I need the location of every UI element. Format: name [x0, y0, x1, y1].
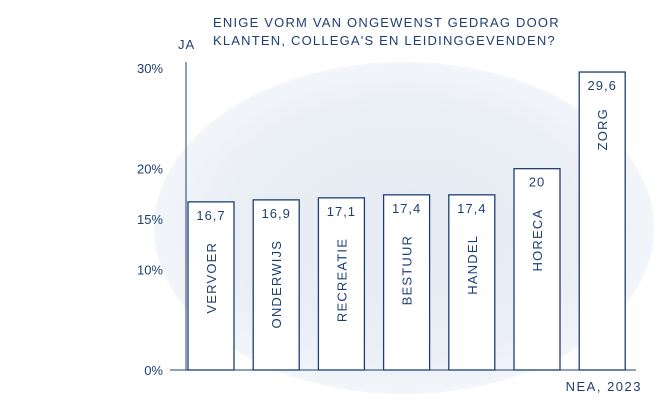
- bar: [578, 71, 626, 371]
- bar-value-label: 17,1: [327, 204, 356, 219]
- bar-value-label: 16,7: [196, 208, 225, 223]
- category-label: HANDEL: [465, 235, 480, 295]
- bar-group: 16,9 ONDERWIJS: [252, 199, 300, 371]
- category-label: RECREATIE: [334, 238, 349, 322]
- bar-group: 16,7 VERVOER: [187, 201, 235, 371]
- y-tick-label: 10%: [137, 262, 163, 277]
- bar: [513, 168, 561, 371]
- category-label: ONDERWIJS: [269, 240, 284, 329]
- chart-title-line-2: KLANTEN, COLLEGA'S EN LEIDINGGEVENDEN?: [213, 33, 556, 48]
- bar-value-label: 16,9: [262, 206, 291, 221]
- bar-value-label: 20: [529, 175, 545, 190]
- bar: [317, 197, 366, 371]
- bar-value-label: 17,4: [392, 201, 421, 216]
- bar: [382, 194, 431, 371]
- y-axis-label: JA: [178, 37, 196, 52]
- bar-value-label: 29,6: [588, 78, 617, 93]
- bar-group: 29,6 ZORG: [578, 71, 626, 371]
- y-tick-label: 0%: [144, 363, 163, 378]
- chart-title-line-1: ENIGE VORM VAN ONGEWENST GEDRAG DOOR: [213, 15, 560, 30]
- category-label: HORECA: [530, 209, 545, 272]
- category-label: ZORG: [595, 108, 610, 150]
- source-note: NEA, 2023: [565, 379, 642, 394]
- category-label: BESTUUR: [400, 235, 415, 306]
- bar: [252, 199, 300, 371]
- y-tick-label: 20%: [137, 162, 163, 177]
- bar-group: 20 HORECA: [513, 168, 561, 371]
- bar-group: 17,4 BESTUUR: [382, 194, 431, 371]
- category-label: VERVOER: [204, 242, 219, 314]
- bar-group: 17,1 RECREATIE: [317, 197, 366, 371]
- bar: [448, 194, 496, 371]
- bar: [187, 201, 235, 371]
- bar-group: 17,4 HANDEL: [448, 194, 496, 371]
- y-tick-label: 30%: [137, 61, 163, 76]
- y-tick-label: 15%: [137, 212, 163, 227]
- bar-value-label: 17,4: [457, 201, 486, 216]
